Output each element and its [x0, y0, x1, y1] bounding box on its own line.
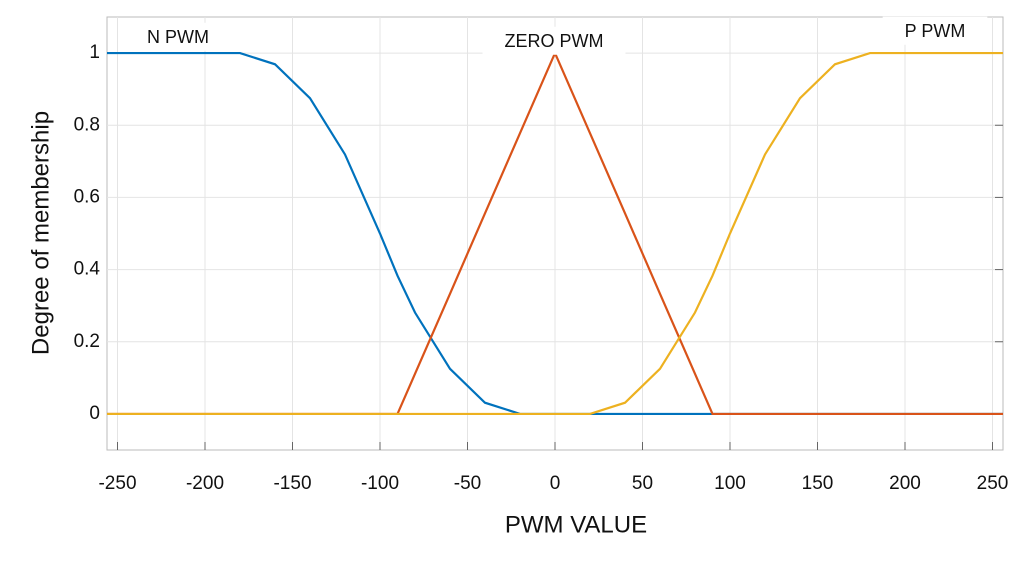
x-tick-label: -150 — [273, 473, 311, 494]
x-tick-label: -200 — [186, 473, 224, 494]
y-tick-label: 0.8 — [74, 114, 100, 135]
series-annotation: P PWM — [905, 21, 966, 41]
x-tick-label: -100 — [361, 473, 399, 494]
x-tick-label: 100 — [714, 473, 746, 494]
x-tick-label: 50 — [632, 473, 653, 494]
x-tick-label: -50 — [454, 473, 481, 494]
annotation-background — [125, 22, 231, 51]
x-tick-label: 200 — [889, 473, 921, 494]
y-tick-label: 0.2 — [74, 331, 100, 352]
x-tick-label: 150 — [802, 473, 834, 494]
y-tick-label: 0.6 — [74, 186, 100, 207]
y-tick-label: 1 — [89, 42, 100, 63]
y-tick-label: 0 — [89, 403, 100, 424]
y-tick-label: 0.4 — [74, 259, 101, 280]
x-axis-label: PWM VALUE — [505, 511, 647, 538]
series-annotation: N PWM — [147, 27, 209, 47]
x-tick-label: -250 — [98, 473, 136, 494]
series-line — [107, 51, 1003, 416]
series-annotation: ZERO PWM — [505, 31, 604, 51]
y-axis-label: Degree of membership — [27, 111, 54, 355]
x-tick-label: 250 — [977, 473, 1009, 494]
annotation-background — [482, 26, 626, 55]
annotation-background — [882, 16, 988, 45]
x-tick-label: 0 — [550, 473, 561, 494]
